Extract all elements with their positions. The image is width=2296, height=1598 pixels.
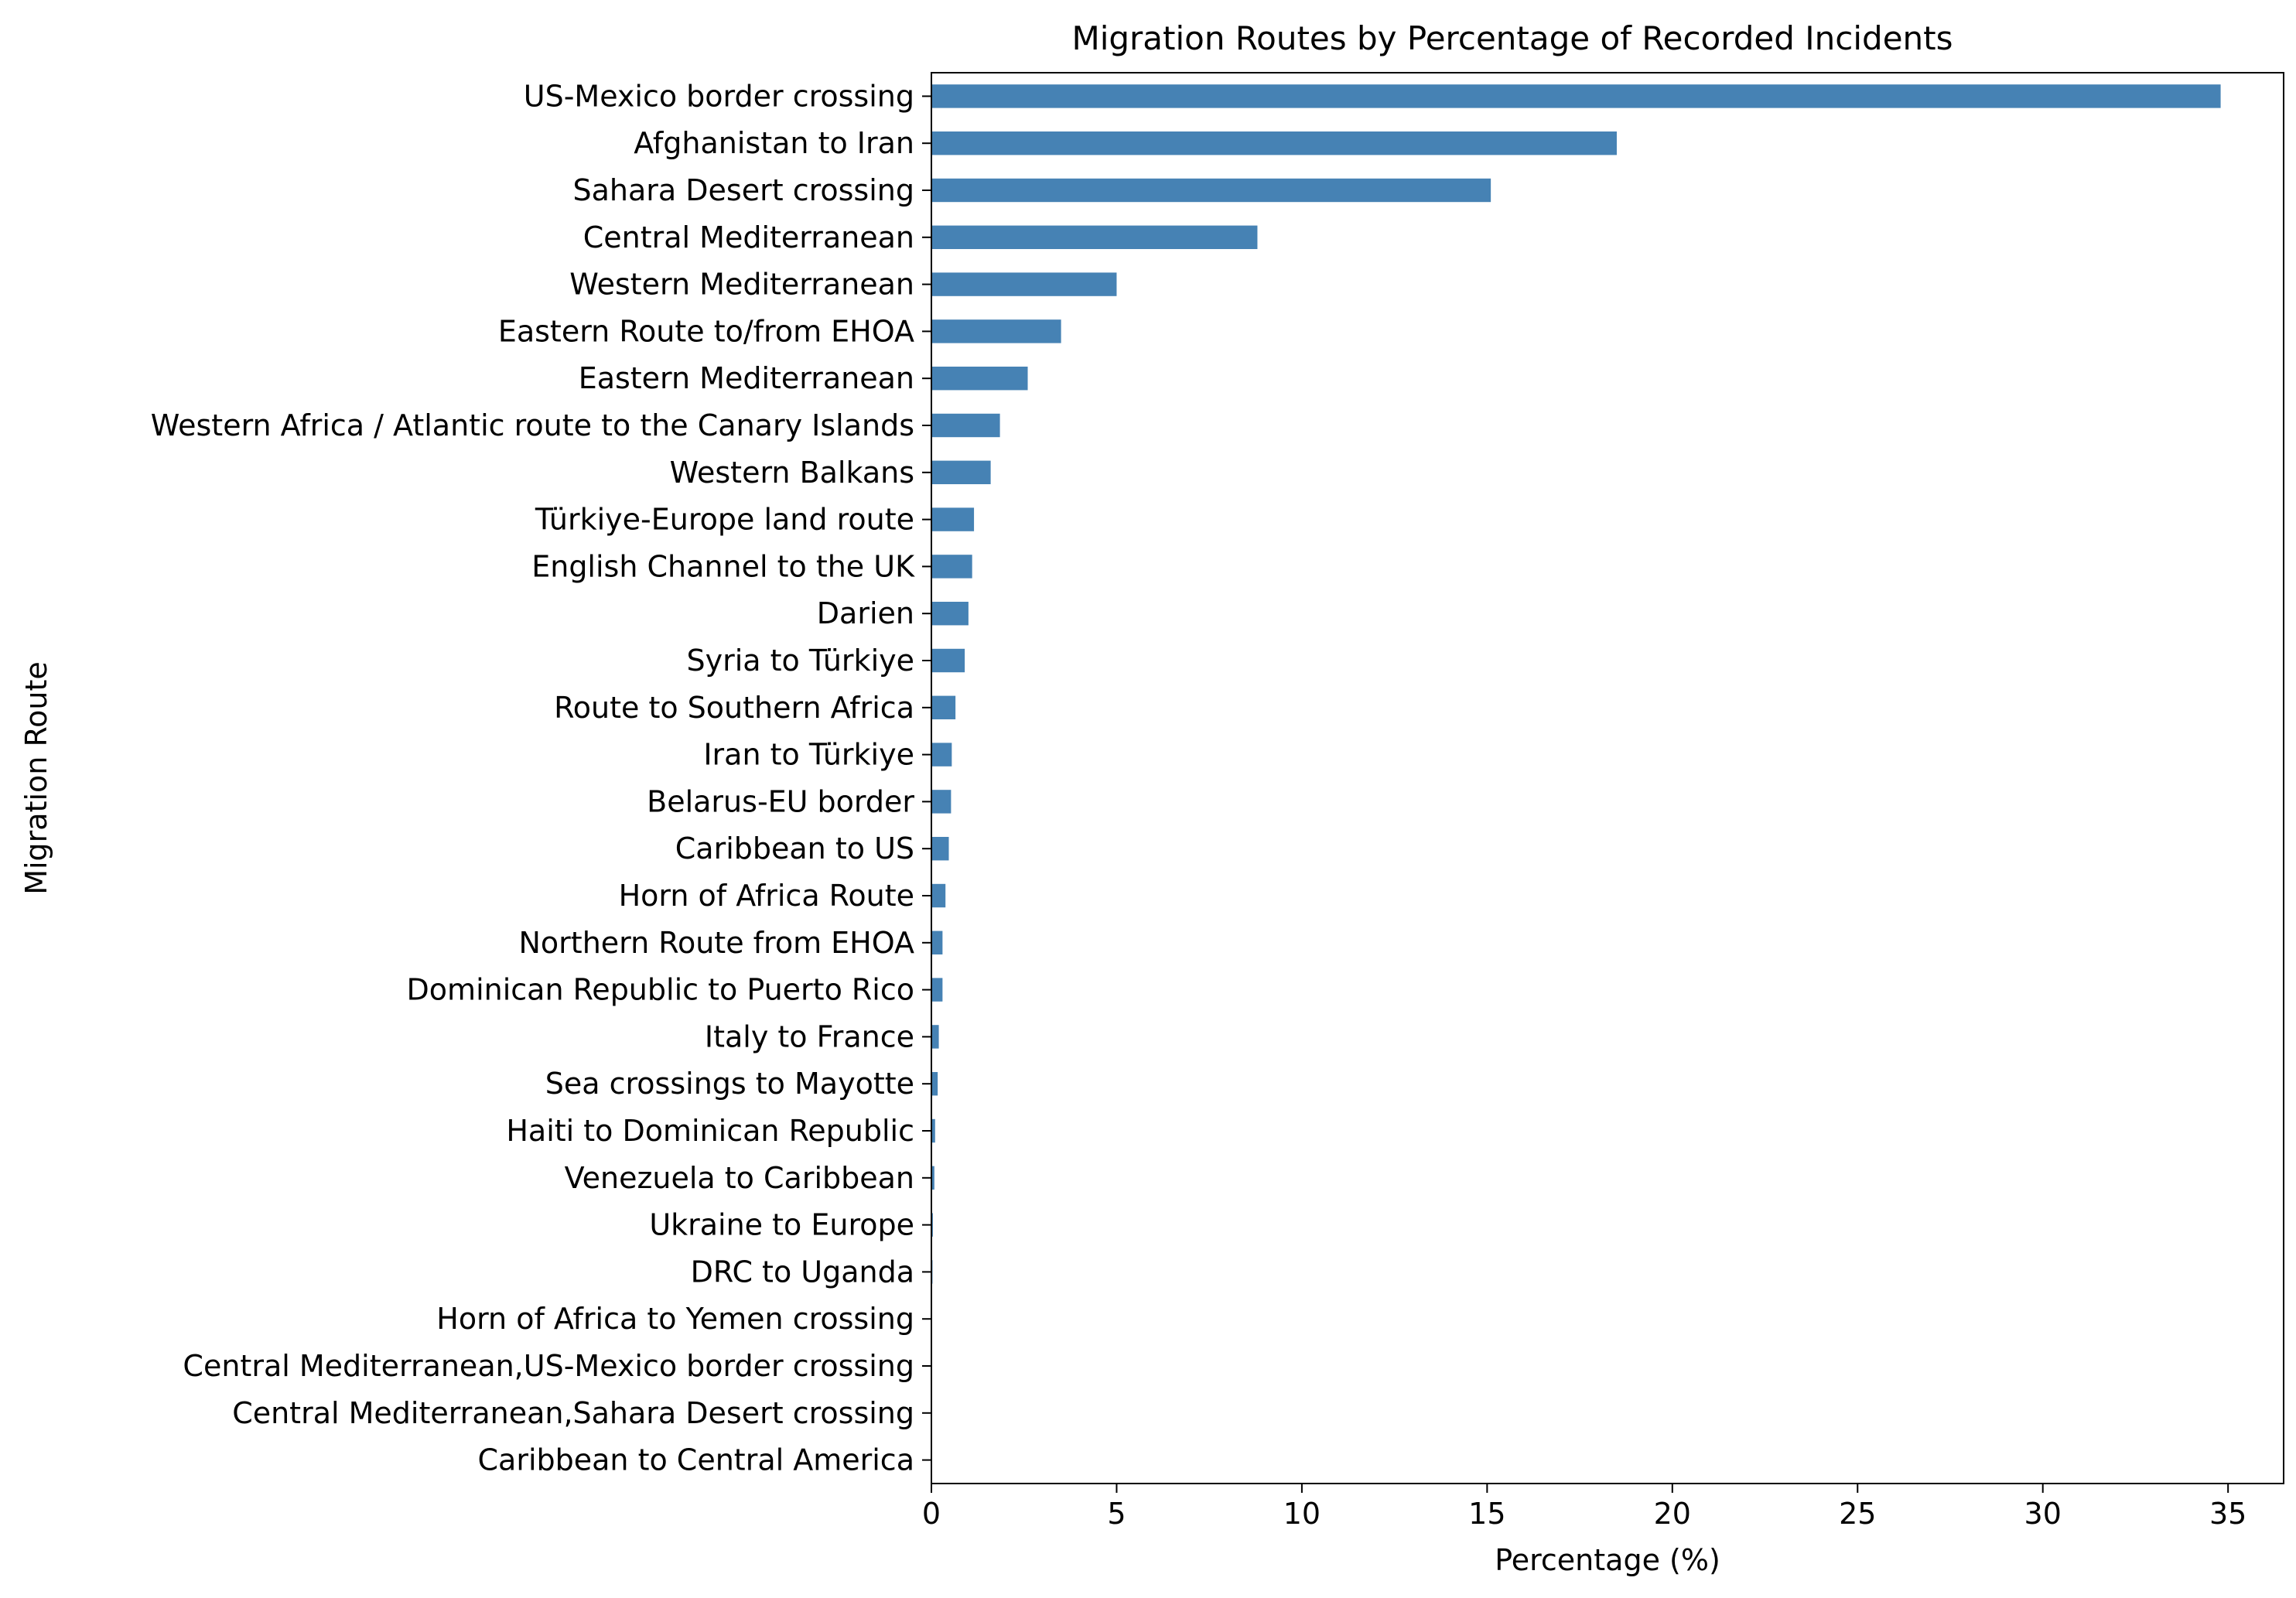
- y-tick-label: Italy to France: [705, 1019, 914, 1053]
- y-tick-label: Türkiye-Europe land route: [535, 503, 914, 537]
- y-tick-label: English Channel to the UK: [531, 549, 915, 583]
- bar: [931, 460, 991, 484]
- y-axis-label: Migration Route: [19, 661, 53, 895]
- bar: [931, 602, 969, 626]
- plot-frame: [931, 72, 2284, 1484]
- y-tick-label: Northern Route from EHOA: [519, 926, 915, 960]
- y-tick-label: Haiti to Dominican Republic: [506, 1114, 914, 1148]
- y-tick-label: Eastern Route to/from EHOA: [498, 314, 914, 348]
- y-tick-label: Darien: [817, 596, 914, 630]
- bar: [931, 225, 1258, 249]
- x-tick-label: 20: [1654, 1497, 1691, 1531]
- y-tick-label: Eastern Mediterranean: [579, 361, 914, 395]
- y-axis-ticks: US-Mexico border crossing Afghanistan to …: [151, 79, 931, 1477]
- y-tick-label: Central Mediterranean,US-Mexico border c…: [183, 1349, 914, 1383]
- bar: [931, 131, 1617, 155]
- bar: [931, 84, 2221, 108]
- x-tick-label: 0: [922, 1497, 941, 1531]
- bar: [931, 743, 952, 767]
- y-tick-label: Caribbean to Central America: [478, 1443, 915, 1477]
- y-tick-label: Western Africa / Atlantic route to the C…: [151, 408, 914, 442]
- y-tick-label: Western Mediterranean: [569, 268, 914, 302]
- bar: [931, 319, 1061, 343]
- y-tick-label: Horn of Africa Route: [619, 879, 914, 913]
- bar: [931, 790, 952, 814]
- y-tick-label: Horn of Africa to Yemen crossing: [436, 1302, 914, 1336]
- y-tick-label: Sea crossings to Mayotte: [545, 1067, 914, 1101]
- y-tick-label: Ukraine to Europe: [649, 1208, 914, 1242]
- bar: [931, 883, 946, 908]
- x-tick-label: 25: [1839, 1497, 1876, 1531]
- x-tick-label: 5: [1107, 1497, 1126, 1531]
- bars-layer: [931, 84, 2221, 1472]
- bar: [931, 648, 965, 673]
- bar: [931, 1166, 934, 1190]
- bar: [931, 272, 1117, 296]
- y-tick-label: Caribbean to US: [675, 831, 914, 866]
- y-tick-label: US-Mexico border crossing: [524, 79, 914, 113]
- y-tick-label: Venezuela to Caribbean: [565, 1161, 914, 1195]
- y-tick-label: Sahara Desert crossing: [573, 173, 914, 207]
- x-tick-label: 15: [1468, 1497, 1505, 1531]
- bar: [931, 978, 943, 1002]
- bar: [931, 1072, 938, 1096]
- y-tick-label: Afghanistan to Iran: [634, 126, 914, 160]
- y-tick-label: Iran to Türkiye: [703, 738, 914, 772]
- bar: [931, 178, 1491, 203]
- x-axis-label: Percentage (%): [1495, 1543, 1720, 1577]
- bar: [931, 695, 956, 719]
- y-tick-label: Central Mediterranean,Sahara Desert cros…: [232, 1396, 914, 1430]
- x-tick-label: 35: [2209, 1497, 2246, 1531]
- bar: [931, 1118, 935, 1143]
- y-tick-label: Route to Southern Africa: [554, 691, 914, 725]
- bar: [931, 1025, 939, 1049]
- y-tick-label: Syria to Türkiye: [686, 644, 914, 678]
- y-tick-label: Western Balkans: [670, 456, 914, 490]
- x-tick-label: 30: [2024, 1497, 2062, 1531]
- bar: [931, 413, 1000, 438]
- bar: [931, 507, 975, 531]
- bar: [931, 930, 943, 954]
- y-tick-label: Belarus-EU border: [647, 784, 914, 818]
- y-tick-label: DRC to Uganda: [691, 1255, 914, 1289]
- x-axis-ticks: 0 5 10 15 20 25 30 35: [922, 1484, 2246, 1531]
- chart-title: Migration Routes by Percentage of Record…: [1071, 19, 1953, 57]
- x-tick-label: 10: [1283, 1497, 1321, 1531]
- bar: [931, 837, 949, 861]
- bar: [931, 367, 1028, 391]
- y-tick-label: Dominican Republic to Puerto Rico: [407, 973, 914, 1007]
- y-tick-label: Central Mediterranean: [583, 220, 914, 254]
- bar: [931, 555, 972, 579]
